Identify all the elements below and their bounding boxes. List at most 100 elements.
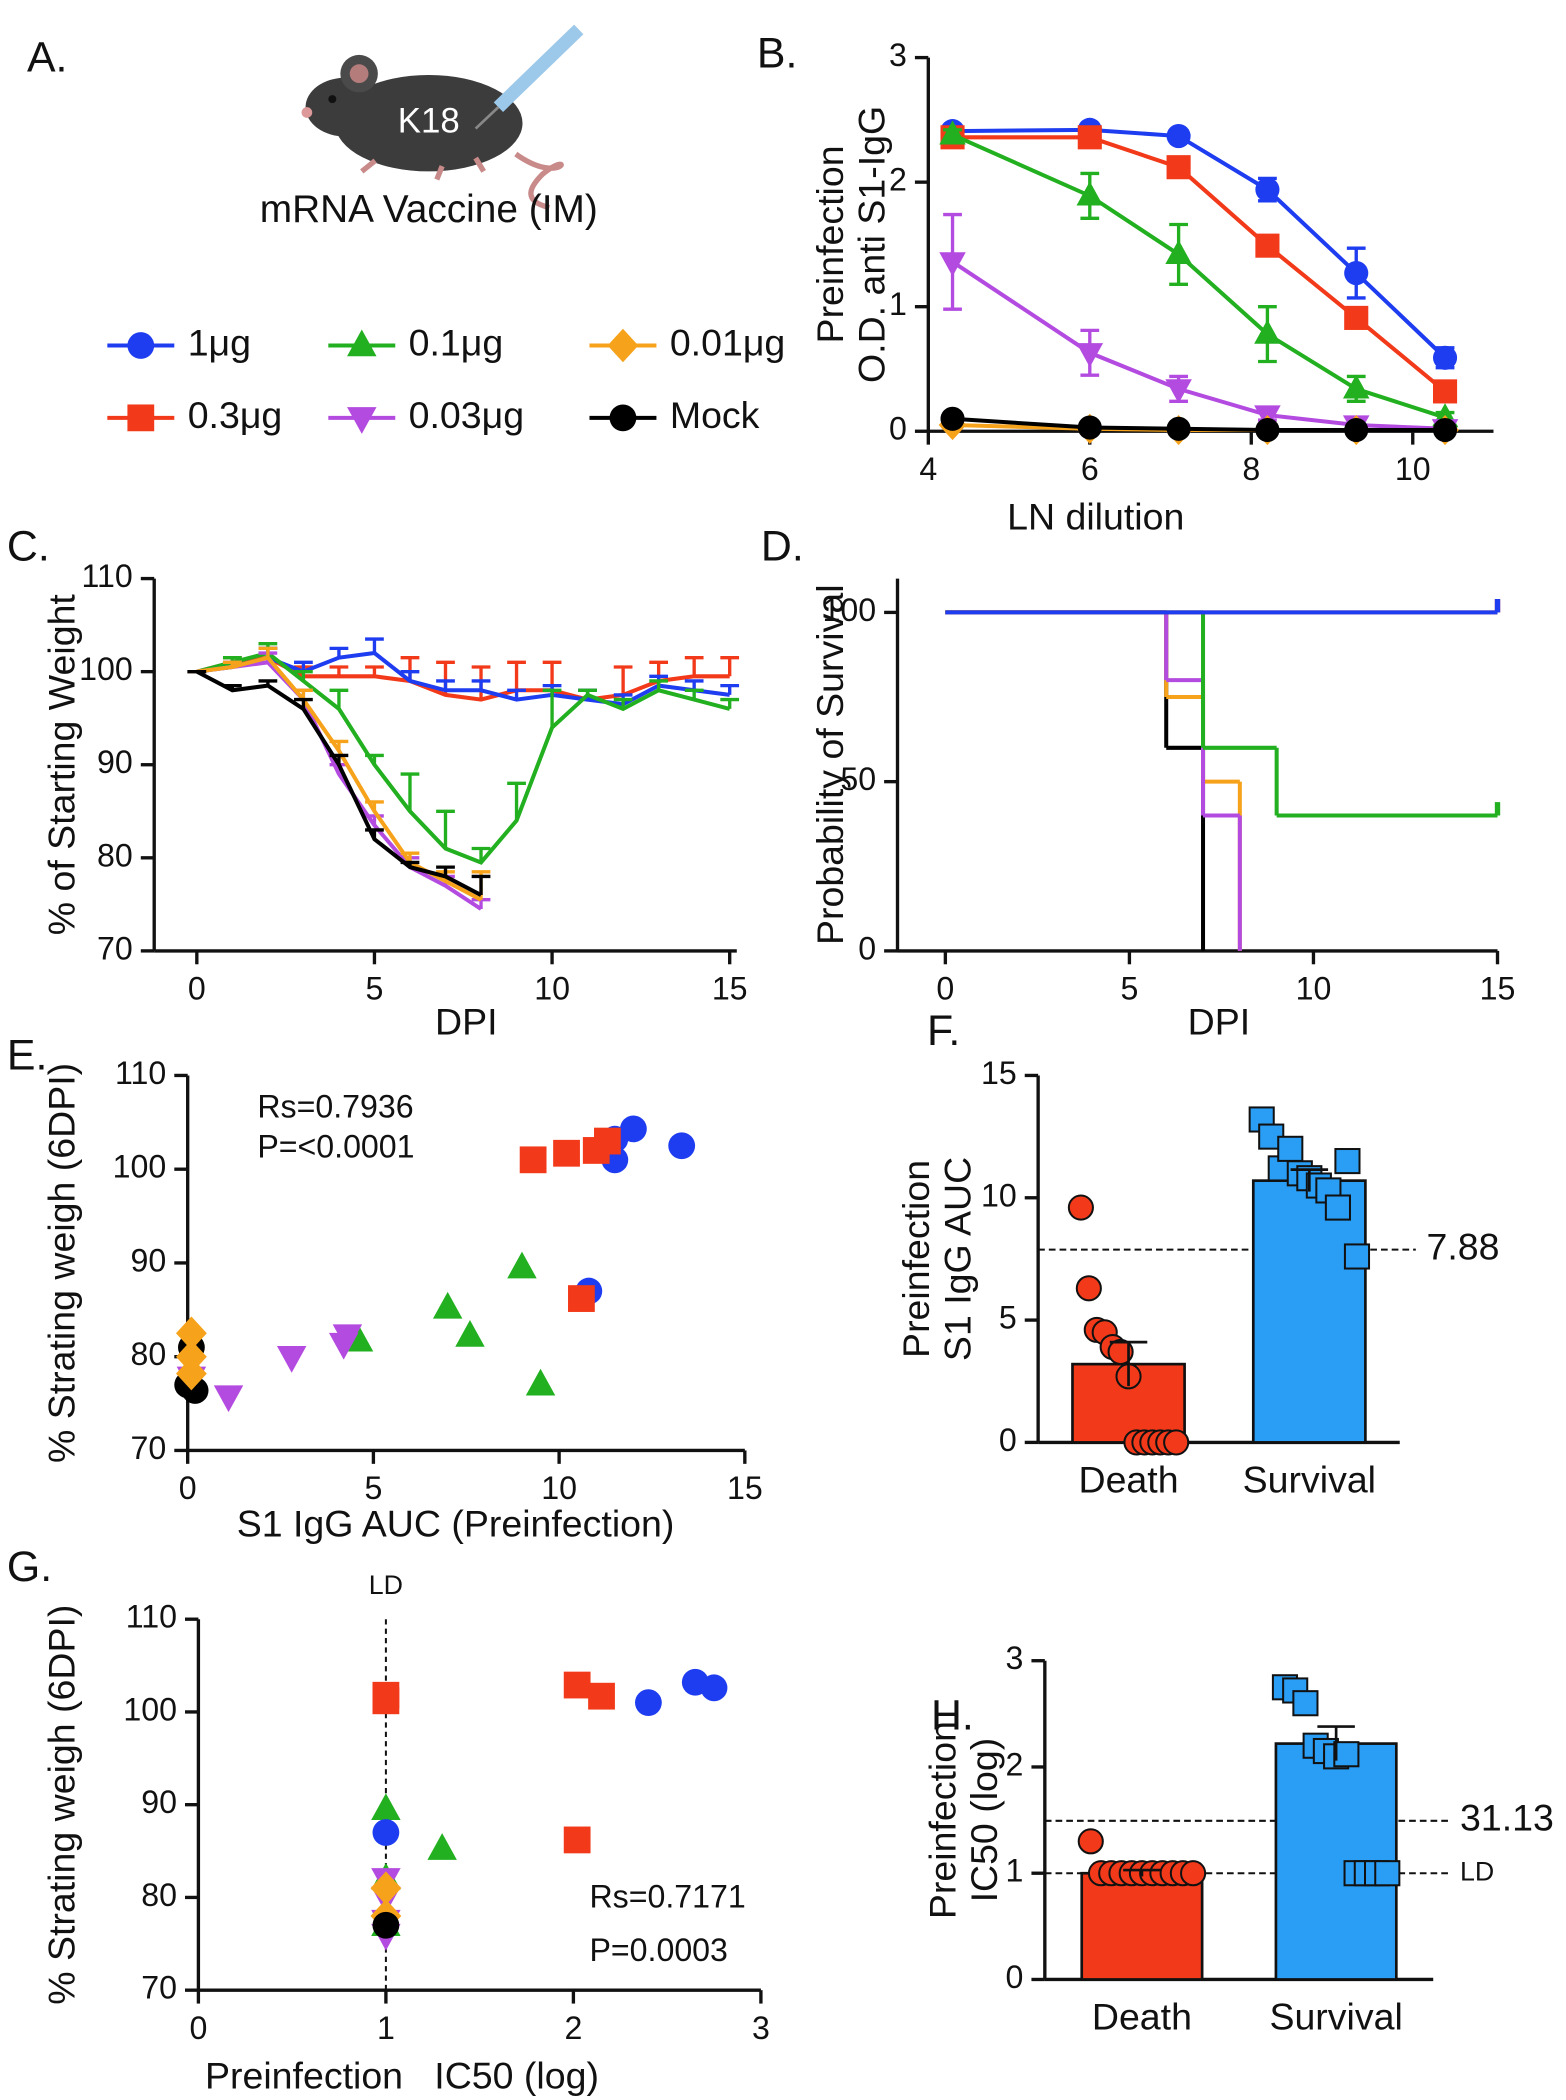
y-tick-label: 1 (1006, 1853, 1024, 1889)
error-bar (365, 828, 384, 840)
marker (328, 1332, 359, 1360)
error-bar (471, 874, 491, 896)
panel-label: H. (931, 1692, 974, 1740)
marker (1075, 1275, 1102, 1302)
marker (1334, 1148, 1361, 1175)
marker (347, 407, 377, 434)
mouse-head (305, 77, 386, 137)
marker (563, 1671, 591, 1699)
x-tick-label: 6 (1081, 451, 1099, 487)
reference-label: LD (369, 1570, 403, 1600)
chart-panel: 0 1 2 3 4 6 8 10 B. Preinfection O.D. anti S1-IgG L… (757, 30, 1494, 538)
y-tick-label: 3 (1006, 1640, 1024, 1676)
x-tick-label: 5 (1120, 971, 1138, 1007)
marker (455, 1320, 485, 1347)
x-tick-label: 2 (564, 2010, 582, 2046)
y-tick-label: 15 (981, 1055, 1017, 1091)
series-line (952, 135, 1447, 393)
chart-panel: 0 50 100 0 5 10 15 D.Probability of Survival DPI (761, 522, 1515, 1042)
mouse-nose (301, 107, 313, 118)
y-axis-title: Preinfection (922, 1721, 964, 1919)
x-axis-title: Preinfection IC50 (log) (205, 2054, 599, 2096)
error-bar (222, 683, 242, 691)
error-bar (720, 683, 740, 695)
chart-panel: 70 80 90 100 110 0 1 2 3 LD G. % Strating weigh (6D… (7, 1543, 770, 2097)
syringe (493, 24, 584, 112)
error-bar (507, 688, 526, 700)
y-tick-label: 0 (1006, 1959, 1024, 1995)
marker (276, 1345, 307, 1373)
series-line (952, 127, 1447, 360)
annotation: Rs=0.7171 (589, 1879, 745, 1915)
marker (213, 1385, 244, 1413)
legend-label: 1μg (188, 321, 251, 363)
x-tick-label: 10 (1395, 451, 1431, 487)
series-line (951, 260, 1446, 431)
panel-label: E. (7, 1031, 47, 1079)
error-bar (400, 860, 420, 868)
y-tick-label: 90 (97, 744, 133, 780)
marker (553, 1139, 580, 1167)
y-tick-label: 5 (999, 1300, 1017, 1336)
error-bar (1317, 1725, 1355, 1761)
y-tick-label: 90 (141, 1784, 177, 1820)
error-bar (329, 688, 349, 709)
marker (1342, 374, 1370, 399)
marker (700, 1674, 728, 1702)
legend-label: 0.03μg (409, 394, 524, 436)
annotation: P=<0.0001 (257, 1129, 414, 1165)
x-tick-label: 10 (534, 971, 570, 1007)
y-tick-label: 0 (999, 1422, 1017, 1458)
marker (1432, 345, 1458, 370)
mouse-ear-inner (349, 64, 369, 84)
marker (432, 1291, 463, 1319)
x-tick-label: Survival (1269, 1996, 1402, 2038)
x-tick-label: 4 (919, 451, 937, 487)
y-tick-label: 0 (889, 411, 907, 447)
y-tick-label: 80 (131, 1336, 167, 1372)
x-axis-title: DPI (435, 1000, 498, 1042)
marker (1432, 379, 1458, 404)
marker (176, 1339, 207, 1374)
y-tick-label: 80 (141, 1877, 177, 1913)
y-tick-label: 50 (840, 761, 876, 797)
reference-label: 31.13 (1460, 1797, 1554, 1839)
x-tick-label: 0 (179, 1470, 197, 1506)
marker (519, 1146, 547, 1174)
marker (1165, 239, 1192, 265)
y-tick-label: 0 (858, 930, 876, 966)
error-bar (258, 679, 278, 686)
legend-label: 0.1μg (409, 321, 504, 363)
error-bar (365, 665, 384, 677)
marker (568, 1285, 595, 1312)
marker (1324, 1194, 1351, 1221)
error-bar (329, 646, 349, 658)
y-axis-title: IC50 (log) (963, 1738, 1005, 1903)
mouse-eye (328, 95, 337, 104)
panel-label: A. (27, 34, 67, 82)
error-bar (294, 669, 313, 681)
error-bar (684, 688, 704, 700)
error-bar (436, 865, 455, 877)
annotation: P=0.0003 (589, 1932, 727, 1968)
x-tick-label: 8 (1242, 451, 1260, 487)
marker (372, 1687, 400, 1715)
mouse-feet (360, 156, 486, 181)
marker (1076, 181, 1104, 206)
error-bar (684, 656, 704, 677)
y-tick-label: 100 (822, 592, 876, 628)
bar (1251, 1179, 1367, 1444)
error-bar (436, 679, 455, 691)
panel-label: C. (7, 522, 50, 570)
error-bar (471, 846, 491, 863)
marker (939, 252, 966, 277)
x-axis-title: LN dilution (1007, 496, 1184, 538)
error-bar (436, 809, 455, 849)
y-axis-title: Probability of Survival (809, 584, 851, 945)
x-tick-label: 10 (541, 1470, 577, 1506)
chart-panel: 70 80 90 100 110 0 5 10 15 C. % of Starting Weight… (7, 522, 748, 1042)
caption: mRNA Vaccine (IM) (260, 188, 598, 231)
y-axis-title: Preinfection (895, 1160, 937, 1358)
mouse-tail (514, 151, 564, 211)
